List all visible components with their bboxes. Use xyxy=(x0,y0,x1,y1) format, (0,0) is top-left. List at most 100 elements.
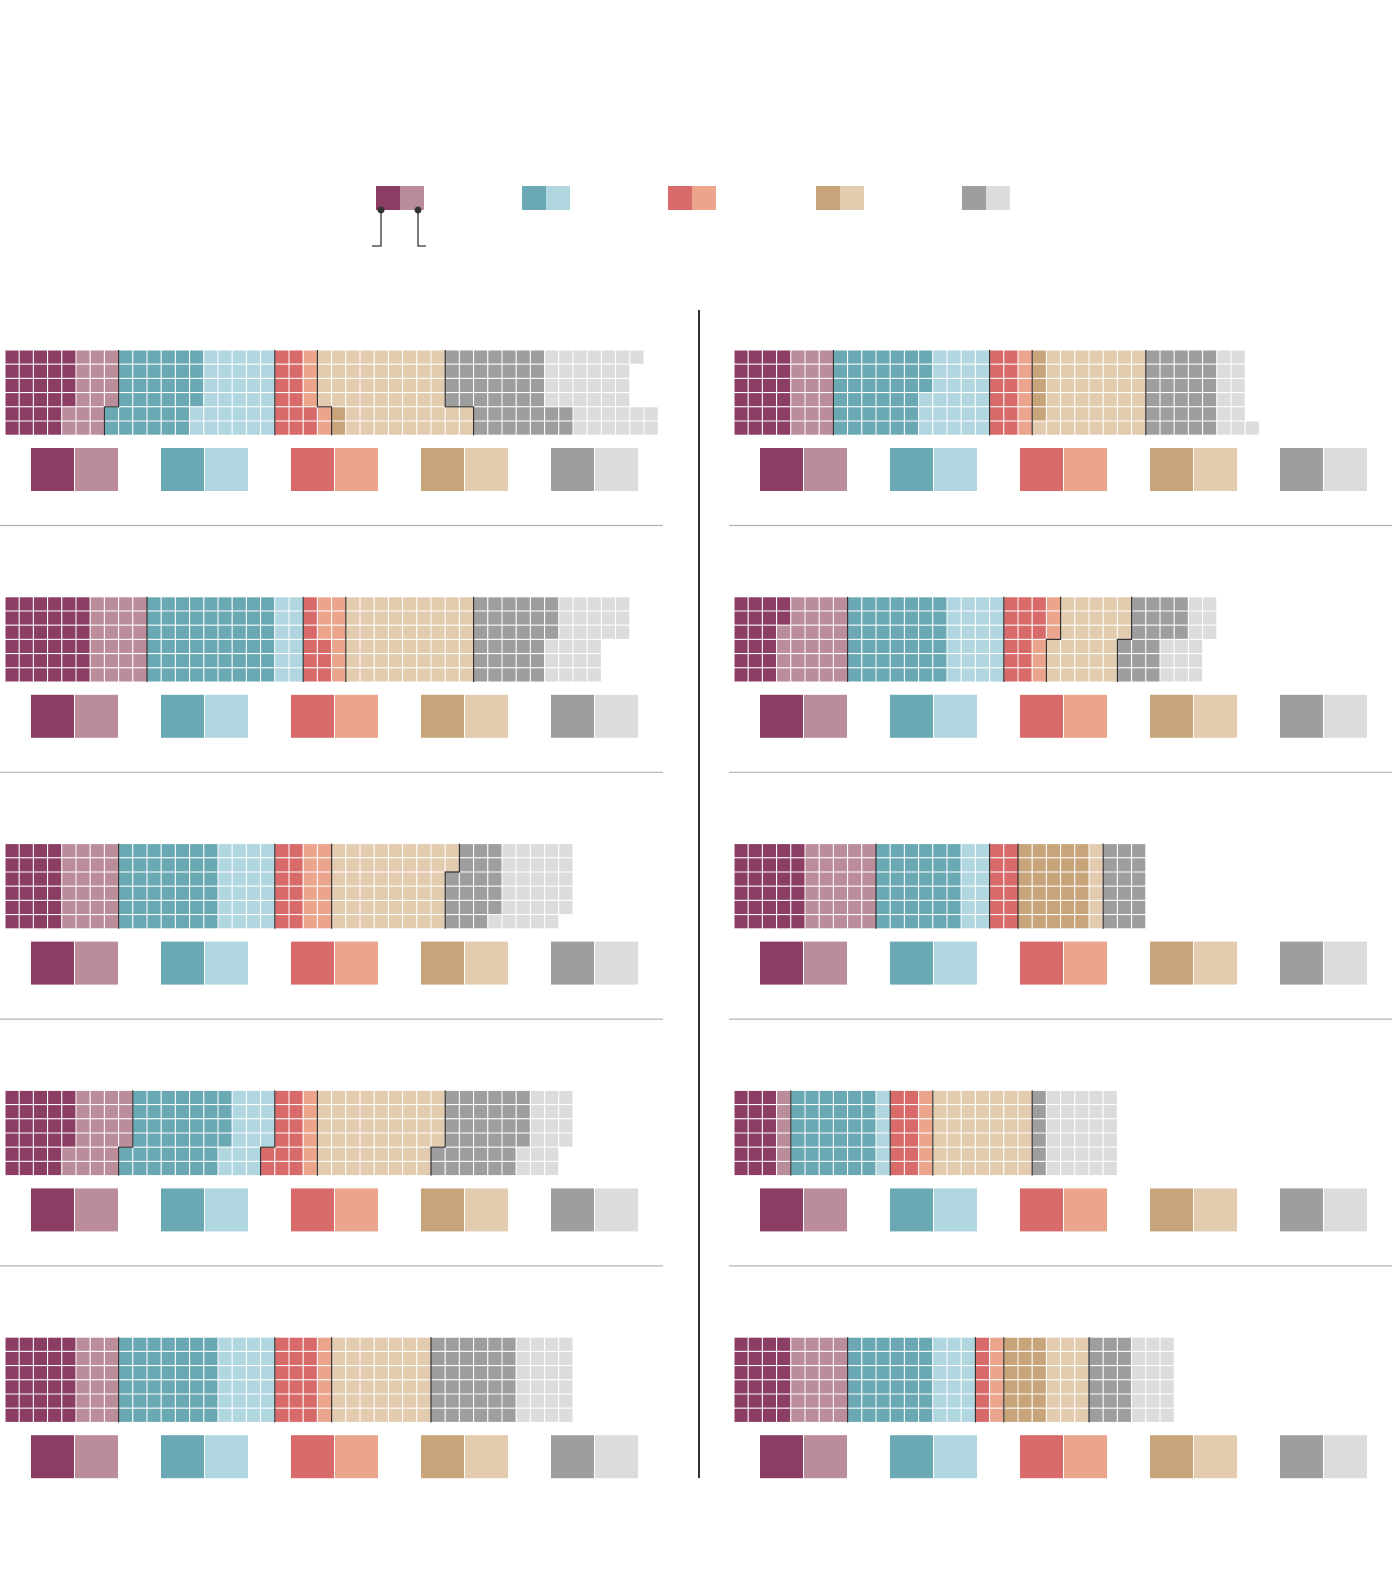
waffle-cell xyxy=(1187,420,1204,436)
waffle-cell xyxy=(1017,1350,1033,1367)
legend-dot-right xyxy=(414,206,422,214)
waffle-cell xyxy=(416,914,432,930)
waffle-cell xyxy=(1060,638,1076,655)
waffle-cell xyxy=(903,1336,920,1352)
waffle-cell xyxy=(260,420,276,436)
waffle-cell xyxy=(1202,363,1218,379)
waffle-cell xyxy=(231,610,247,626)
waffle-cell xyxy=(331,1118,347,1134)
waffle-cell xyxy=(47,596,63,612)
waffle-cell xyxy=(818,1336,834,1352)
waffle-cell xyxy=(989,1336,1005,1352)
waffle-cell xyxy=(1102,899,1118,916)
waffle-cell xyxy=(1045,885,1062,901)
waffle-cell xyxy=(960,1365,976,1381)
waffle-cell xyxy=(515,885,531,901)
waffle-cell xyxy=(132,392,148,408)
waffle-cell xyxy=(274,406,290,422)
waffle-cell xyxy=(974,1160,991,1177)
waffle-cell xyxy=(402,1160,418,1177)
waffle-cell xyxy=(274,377,290,394)
waffle-cell xyxy=(861,1104,877,1120)
waffle-cell xyxy=(217,914,233,930)
waffle-cell xyxy=(733,363,749,379)
waffle-cell xyxy=(217,1393,233,1409)
waffle-cell xyxy=(32,1336,49,1352)
waffle-cell xyxy=(861,1132,877,1148)
waffle-cell xyxy=(761,1393,778,1409)
waffle-cell xyxy=(1173,377,1189,394)
waffle-cell xyxy=(458,857,475,873)
waffle-cell xyxy=(217,857,233,873)
waffle-cell xyxy=(1074,1350,1090,1367)
waffle-cell xyxy=(217,1336,233,1352)
waffle-cell xyxy=(818,914,834,930)
waffle-cell xyxy=(889,1350,905,1367)
waffle-cell xyxy=(47,392,63,408)
waffle-cell xyxy=(61,885,77,901)
waffle-cell xyxy=(118,1118,134,1134)
panel-swatch-cat1-light xyxy=(804,448,847,491)
waffle-cell xyxy=(430,1118,446,1134)
waffle-cell xyxy=(1145,1350,1161,1367)
waffle-cell xyxy=(174,653,191,669)
waffle-cell xyxy=(1173,624,1189,640)
waffle-cell xyxy=(189,1350,205,1367)
waffle-cell xyxy=(1145,1379,1161,1395)
waffle-cell xyxy=(32,377,49,394)
waffle-cell xyxy=(989,363,1005,379)
waffle-cell xyxy=(1074,667,1090,683)
waffle-cell xyxy=(1017,914,1033,930)
waffle-cell xyxy=(274,871,290,887)
waffle-cell xyxy=(832,1393,849,1409)
waffle-cell xyxy=(733,1379,749,1395)
waffle-cell xyxy=(387,363,404,379)
waffle-cell xyxy=(430,420,446,436)
waffle-cell xyxy=(402,1365,418,1381)
waffle-cell xyxy=(989,1365,1005,1381)
waffle-cell xyxy=(203,624,219,640)
waffle-cell xyxy=(1116,914,1133,930)
waffle-cell xyxy=(146,624,162,640)
waffle-cell xyxy=(458,363,475,379)
waffle-cell xyxy=(1003,843,1019,859)
waffle-cell xyxy=(544,667,560,683)
waffle-boundary-line xyxy=(316,350,333,436)
waffle-cell xyxy=(132,1089,148,1106)
waffle-cell xyxy=(558,377,574,394)
waffle-cell xyxy=(761,1089,778,1106)
waffle-cell xyxy=(61,914,77,930)
waffle-cell xyxy=(132,1350,148,1367)
waffle-cell xyxy=(103,1132,120,1148)
waffle-cell xyxy=(790,1132,806,1148)
waffle-cell xyxy=(245,1089,262,1106)
waffle-cell xyxy=(4,914,20,930)
waffle-cell xyxy=(331,610,347,626)
waffle-cell xyxy=(960,1118,976,1134)
waffle-cell xyxy=(473,1350,489,1367)
waffle-cell xyxy=(245,1104,262,1120)
waffle-cell xyxy=(245,857,262,873)
waffle-cell xyxy=(918,349,934,365)
waffle-cell xyxy=(160,1407,176,1423)
waffle-cell xyxy=(946,1365,962,1381)
waffle-cell xyxy=(1003,1336,1019,1352)
waffle-cell xyxy=(776,1336,792,1352)
waffle-cell xyxy=(331,857,347,873)
waffle-cell xyxy=(103,363,120,379)
waffle-cell xyxy=(1088,1146,1104,1162)
waffle-cell xyxy=(903,349,920,365)
waffle-cell xyxy=(61,1089,77,1106)
waffle-cell xyxy=(245,406,262,422)
waffle-cell xyxy=(790,377,806,394)
panel-swatch-cat3-dark xyxy=(291,941,334,985)
waffle-cell xyxy=(875,1393,891,1409)
waffle-cell xyxy=(487,1089,503,1106)
waffle-cell xyxy=(302,914,318,930)
waffle-cell xyxy=(146,377,162,394)
waffle-cell xyxy=(75,406,91,422)
waffle-cell xyxy=(132,363,148,379)
waffle-cell xyxy=(132,610,148,626)
legend-swatch-cat5-light xyxy=(986,186,1010,210)
waffle-cell xyxy=(903,899,920,916)
